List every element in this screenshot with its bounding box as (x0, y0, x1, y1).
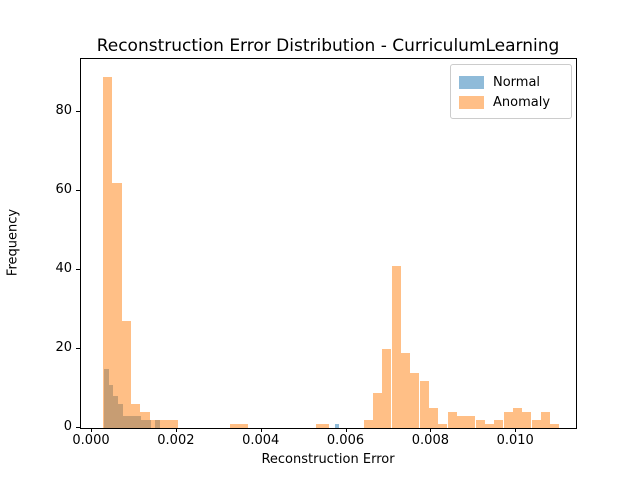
histogram-bars (81, 59, 576, 428)
x-tick-label: 0.000 (72, 433, 110, 448)
hist-bar-anomaly (140, 412, 150, 428)
hist-bar-anomaly (372, 392, 383, 428)
x-tick (175, 428, 177, 432)
x-tick-label: 0.008 (411, 433, 449, 448)
hist-bar-anomaly (466, 416, 476, 428)
hist-bar-anomaly (159, 420, 169, 428)
plot-area: Normal Anomaly (80, 58, 577, 429)
y-tick (76, 269, 80, 271)
normal-swatch (459, 75, 484, 89)
hist-bar-anomaly (410, 372, 420, 428)
hist-bar-anomaly (229, 424, 239, 428)
x-axis-label: Reconstruction Error (261, 452, 395, 467)
legend-label-normal: Normal (493, 74, 541, 90)
hist-bar-anomaly (382, 349, 392, 428)
hist-bar-anomaly (484, 424, 495, 428)
x-tick (430, 428, 432, 432)
hist-bar-anomaly (149, 420, 159, 428)
hist-bar-anomaly (400, 353, 411, 428)
legend: Normal Anomaly (450, 64, 572, 119)
hist-bar-anomaly (531, 420, 541, 428)
x-tick-label: 0.004 (242, 433, 280, 448)
hist-bar-anomaly (363, 420, 373, 428)
x-tick-label: 0.006 (326, 433, 365, 448)
x-tick (345, 428, 347, 432)
y-tick-label: 0 (63, 419, 72, 434)
y-tick (76, 427, 80, 428)
y-tick-label: 80 (55, 103, 72, 119)
hist-bar-anomaly (512, 408, 523, 428)
x-tick (91, 428, 92, 432)
hist-bar-anomaly (550, 424, 560, 428)
hist-bar-anomaly (112, 183, 122, 428)
y-tick (76, 190, 80, 192)
hist-bar-anomaly (522, 412, 532, 428)
hist-bar-anomaly (540, 412, 551, 428)
chart-title: Reconstruction Error Distribution - Curr… (96, 36, 560, 56)
y-tick-label: 60 (55, 182, 72, 198)
hist-bar-anomaly (238, 424, 248, 428)
hist-bar-anomaly (503, 412, 513, 428)
y-axis-label: Frequency (5, 208, 21, 277)
hist-bar-anomaly (456, 416, 467, 428)
hist-bar-anomaly (428, 408, 439, 428)
hist-bar-anomaly (168, 420, 178, 428)
hist-bar-anomaly (447, 412, 457, 428)
legend-item-normal: Normal (459, 72, 563, 92)
hist-bar-anomaly (419, 380, 429, 428)
hist-bar-anomaly (121, 321, 131, 428)
hist-bar-anomaly (494, 420, 504, 428)
y-tick (76, 111, 80, 113)
y-tick (76, 348, 80, 349)
hist-bar-anomaly (103, 76, 113, 428)
anomaly-swatch (459, 95, 484, 109)
x-tick (515, 428, 517, 432)
hist-bar-anomaly (438, 424, 448, 428)
legend-item-anomaly: Anomaly (459, 92, 563, 112)
x-tick (260, 428, 262, 432)
y-tick-label: 20 (55, 340, 72, 355)
hist-bar-anomaly (391, 266, 401, 428)
hist-bar-anomaly (131, 404, 141, 428)
hist-bar-normal (334, 424, 340, 428)
legend-label-anomaly: Anomaly (493, 94, 551, 110)
x-tick-label: 0.010 (496, 433, 534, 448)
hist-bar-anomaly (316, 424, 329, 428)
x-tick-label: 0.002 (157, 433, 195, 448)
y-tick-label: 40 (55, 261, 72, 277)
hist-bar-anomaly (475, 420, 485, 428)
